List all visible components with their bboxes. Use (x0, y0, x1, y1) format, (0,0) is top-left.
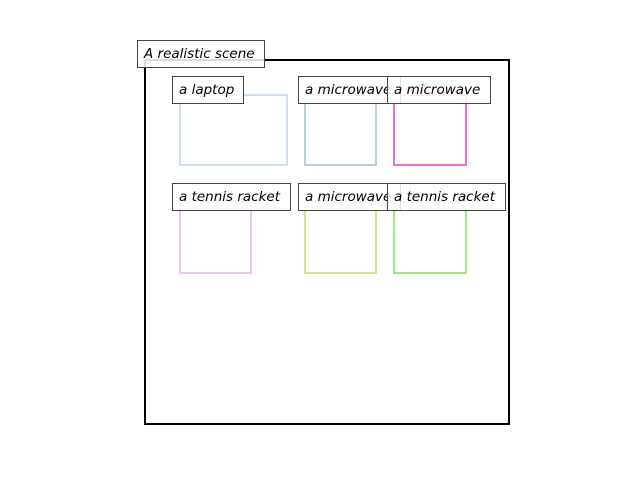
microwave-label-3: a microwave (298, 183, 401, 211)
microwave-label-1: a microwave (298, 76, 401, 104)
laptop-label: a laptop (172, 76, 244, 104)
microwave-box-3 (304, 201, 377, 274)
laptop-box (179, 94, 288, 166)
tennis-racket-box-2 (393, 201, 467, 274)
microwave-label-2: a microwave (387, 76, 491, 104)
tennis-racket-label-2: a tennis racket (387, 183, 506, 211)
microwave-box-2 (393, 94, 467, 166)
microwave-box-1 (304, 94, 377, 166)
scene-caption: A realistic scene (137, 40, 265, 68)
scene-frame (144, 59, 510, 425)
tennis-racket-label-1: a tennis racket (172, 183, 291, 211)
tennis-racket-box-1 (179, 201, 252, 274)
